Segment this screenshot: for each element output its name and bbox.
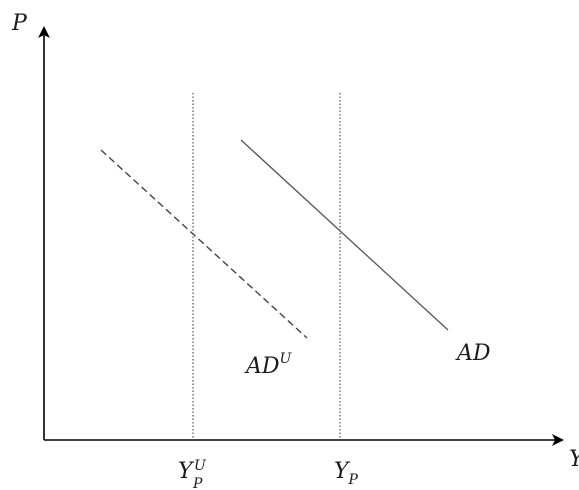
- yp-u-tick-main: Y: [178, 459, 195, 484]
- ad-label: AD: [455, 341, 491, 366]
- yp-u-tick-subscript: P: [192, 476, 203, 490]
- yp-tick-main: Y: [334, 459, 351, 484]
- ad-u-label: ADU: [244, 351, 293, 379]
- yp-u-tick-label: Y: [178, 459, 195, 484]
- ad-u-curve: [100, 149, 308, 339]
- y-axis-label: P: [11, 11, 28, 36]
- yp-u-tick-superscript: U: [194, 458, 207, 474]
- ad-u-label-superscript: U: [280, 351, 293, 367]
- yp-tick-subscript: P: [348, 472, 359, 488]
- ad-curve: [240, 139, 449, 331]
- yp-tick-label: YP: [334, 459, 359, 488]
- ad-u-label-main: AD: [244, 354, 280, 379]
- x-axis-label: Y: [569, 447, 579, 472]
